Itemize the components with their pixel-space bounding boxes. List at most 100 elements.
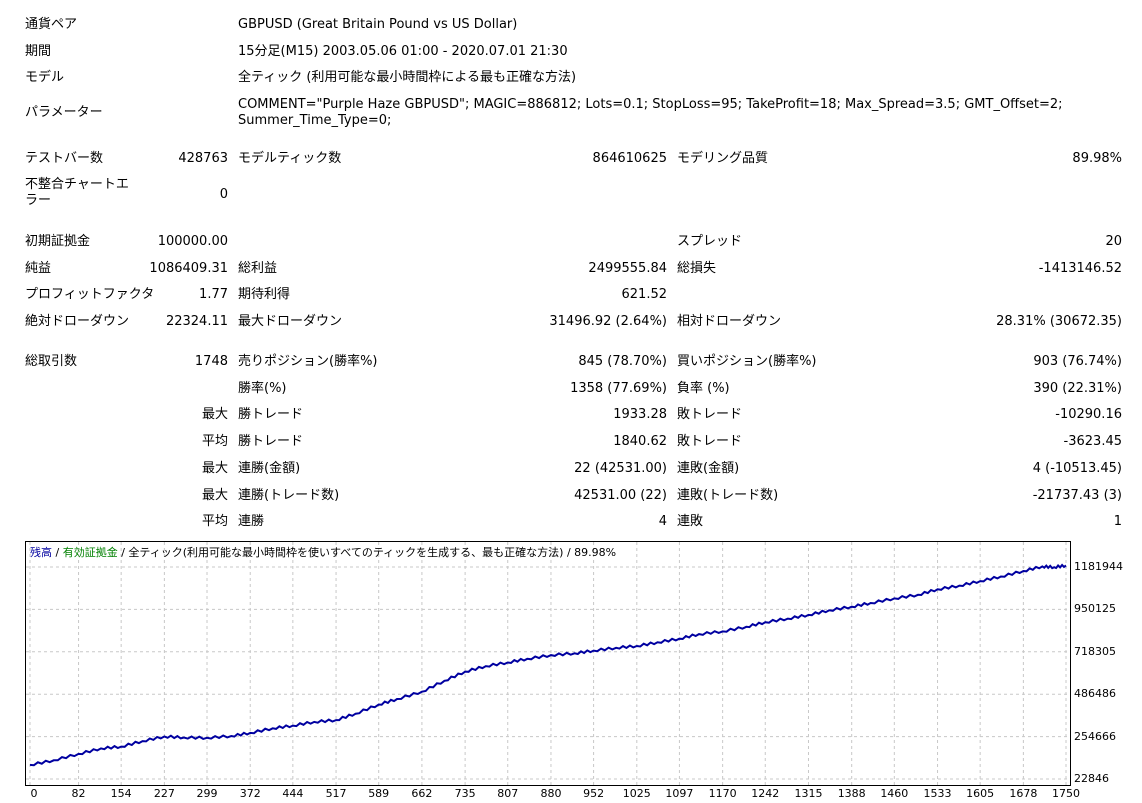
avg-loss-value: -3623.45 — [1063, 434, 1122, 449]
bars-label: テストバー数 — [25, 151, 104, 166]
rel-drawdown-label: 相対ドローダウン — [677, 314, 782, 329]
max-label-1: 最大 — [201, 407, 228, 422]
chart-plot — [26, 542, 1070, 785]
max-drawdown-label: 最大ドローダウン — [238, 314, 343, 329]
x-tick-label: 299 — [196, 787, 218, 800]
net-value: 1086409.31 — [149, 261, 228, 276]
chart-legend: 残高 / 有効証拠金 / 全ティック(利用可能な最小時間枠を使いすべてのティック… — [30, 546, 616, 560]
avg-label-2: 平均 — [201, 514, 228, 529]
consecutive-loss-amount-label: 連敗(トレード数) — [677, 488, 779, 503]
quality-value: 89.98% — [1072, 151, 1122, 166]
deposit-label: 初期証拠金 — [25, 234, 91, 249]
period-label: 期間 — [25, 44, 52, 59]
x-tick-label: 952 — [583, 787, 605, 800]
consecutive-losses-value: 4 (-10513.45) — [1032, 461, 1122, 476]
max-label-2: 最大 — [201, 461, 228, 476]
y-tick-label: 22846 — [1074, 772, 1109, 785]
deposit-value: 100000.00 — [157, 234, 228, 249]
x-tick-label: 589 — [368, 787, 390, 800]
max-loss-value: -10290.16 — [1055, 407, 1122, 422]
legend-sep-1: / — [52, 546, 63, 559]
consecutive-loss-amount-value: -21737.43 (3) — [1032, 488, 1122, 503]
avg-consecutive-wins-value: 4 — [658, 514, 667, 529]
x-tick-label: 1460 — [880, 787, 909, 800]
total-trades-value: 1748 — [194, 354, 228, 369]
symbol-label: 通貨ペア — [25, 17, 78, 32]
x-tick-label: 517 — [325, 787, 347, 800]
win-rate-label: 勝率(%) — [238, 381, 287, 396]
avg-consecutive-losses-label: 連敗 — [677, 514, 704, 529]
spread-label: スプレッド — [677, 234, 743, 249]
legend-sep-3: / — [563, 546, 575, 559]
x-tick-label: 1533 — [923, 787, 952, 800]
x-tick-label: 735 — [454, 787, 476, 800]
long-positions-value: 903 (76.74%) — [1033, 354, 1122, 369]
x-tick-label: 880 — [540, 787, 562, 800]
x-tick-label: 82 — [71, 787, 86, 800]
ticks-value: 864610625 — [592, 151, 667, 166]
bars-value: 428763 — [178, 151, 228, 166]
x-tick-label: 372 — [239, 787, 261, 800]
x-tick-label: 1025 — [622, 787, 651, 800]
short-positions-label: 売りポジション(勝率%) — [238, 354, 378, 369]
x-tick-label: 1170 — [708, 787, 737, 800]
win-rate-value: 1358 (77.69%) — [570, 381, 667, 396]
x-tick-label: 0 — [30, 787, 38, 800]
profit-factor-value: 1.77 — [199, 287, 228, 302]
avg-win-value: 1840.62 — [613, 434, 667, 449]
x-tick-label: 1388 — [837, 787, 866, 800]
consecutive-profit-label: 連勝(トレード数) — [238, 488, 340, 503]
abs-drawdown-label: 絶対ドローダウン — [25, 314, 130, 329]
x-tick-label: 1097 — [665, 787, 694, 800]
y-tick-label: 486486 — [1074, 687, 1116, 701]
rel-drawdown-value: 28.31% (30672.35) — [996, 314, 1122, 329]
short-positions-value: 845 (78.70%) — [578, 354, 667, 369]
long-positions-label: 買いポジション(勝率%) — [677, 354, 817, 369]
gross-profit-label: 総利益 — [238, 261, 278, 276]
avg-consecutive-losses-value: 1 — [1113, 514, 1122, 529]
net-label: 純益 — [25, 261, 52, 276]
abs-drawdown-value: 22324.11 — [165, 314, 228, 329]
params-label: パラメーター — [25, 105, 103, 120]
total-trades-label: 総取引数 — [25, 354, 78, 369]
max-loss-label: 敗トレード — [677, 407, 743, 422]
x-tick-label: 807 — [497, 787, 519, 800]
gross-profit-value: 2499555.84 — [588, 261, 667, 276]
y-tick-label: 950125 — [1074, 602, 1116, 616]
loss-rate-value: 390 (22.31%) — [1033, 381, 1122, 396]
avg-win-label: 勝トレード — [238, 434, 304, 449]
gross-loss-value: -1413146.52 — [1038, 261, 1122, 276]
legend-equity: 有効証拠金 — [62, 546, 118, 559]
x-tick-label: 1242 — [751, 787, 780, 800]
quality-label: モデリング品質 — [677, 151, 769, 166]
x-tick-label: 227 — [153, 787, 175, 800]
expected-payoff-value: 621.52 — [621, 287, 668, 302]
x-tick-label: 444 — [282, 787, 304, 800]
legend-sep-2: / — [117, 546, 129, 559]
expected-payoff-label: 期待利得 — [238, 287, 291, 302]
params-value: COMMENT="Purple Haze GBPUSD"; MAGIC=8868… — [238, 97, 1063, 128]
x-tick-label: 1605 — [966, 787, 995, 800]
legend-model: 全ティック(利用可能な最小時間枠を使いすべてのティックを生成する、最も正確な方法… — [128, 546, 564, 559]
y-tick-label: 1181944 — [1074, 560, 1123, 573]
y-tick-label: 718305 — [1074, 644, 1116, 658]
avg-consecutive-wins-label: 連勝 — [238, 514, 265, 529]
mismatch-value: 0 — [219, 187, 228, 202]
max-drawdown-value: 31496.92 (2.64%) — [549, 314, 667, 329]
avg-loss-label: 敗トレード — [677, 434, 743, 449]
mismatch-label: 不整合チャートエラー — [25, 177, 129, 208]
ticks-label: モデルティック数 — [238, 151, 342, 166]
spread-value: 20 — [1105, 234, 1122, 249]
model-label: モデル — [25, 70, 65, 85]
balance-chart: 残高 / 有効証拠金 / 全ティック(利用可能な最小時間枠を使いすべてのティック… — [25, 541, 1071, 786]
consecutive-profit-value: 42531.00 (22) — [574, 488, 667, 503]
consecutive-losses-label: 連敗(金額) — [677, 461, 740, 476]
max-win-value: 1933.28 — [613, 407, 667, 422]
x-tick-label: 1678 — [1009, 787, 1038, 800]
max-win-label: 勝トレード — [238, 407, 304, 422]
legend-quality: 89.98% — [574, 546, 617, 559]
x-tick-label: 1750 — [1052, 787, 1080, 800]
period-value: 15分足(M15) 2003.05.06 01:00 - 2020.07.01 … — [238, 44, 568, 59]
model-value: 全ティック (利用可能な最小時間枠による最も正確な方法) — [238, 70, 577, 85]
gross-loss-label: 総損失 — [677, 261, 717, 276]
